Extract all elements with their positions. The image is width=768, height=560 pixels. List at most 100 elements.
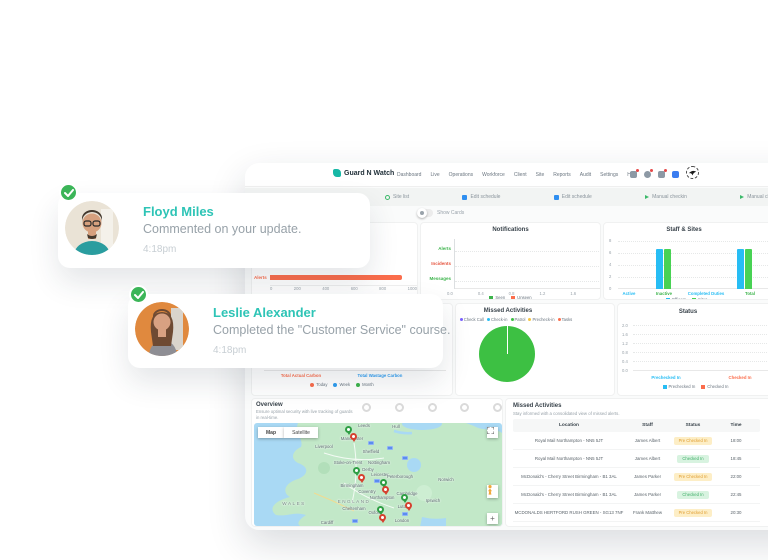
- table-row[interactable]: McDonald's - Cherry Street Birmingham - …: [513, 486, 760, 504]
- table-row[interactable]: MCDONALDS HERTFORD RUSH GREEN - SG13 7NF…: [513, 504, 760, 522]
- nav-item-dashboard[interactable]: Dashboard: [397, 172, 422, 178]
- notification-card-leslie[interactable]: Leslie Alexander Completed the "Customer…: [128, 294, 450, 368]
- bar-officers-inactive[interactable]: [656, 249, 663, 289]
- bell-icon[interactable]: [644, 168, 653, 178]
- table-title: Missed Activities: [513, 403, 562, 409]
- x-axis-ticks: 0.0 0.4 0.8 1.2 1.6 2.0: [447, 291, 600, 296]
- legend-prechecked-in[interactable]: Prechecked In: [662, 384, 695, 389]
- legend-patrol[interactable]: Patrol: [510, 317, 525, 322]
- map-city-label: Derby: [362, 467, 374, 472]
- notification-card-floyd[interactable]: Floyd Miles Commented on your update. 4:…: [58, 193, 370, 268]
- legend-seen[interactable]: Seen: [489, 295, 505, 299]
- legend-check-in[interactable]: Check-in: [486, 317, 508, 322]
- map-type-satellite-button[interactable]: Satellite: [284, 427, 318, 438]
- card-user-name: Floyd Miles: [143, 204, 214, 219]
- table-row[interactable]: McDonald's - Cherry Street Birmingham - …: [513, 468, 760, 486]
- carousel-dot[interactable]: [427, 403, 437, 412]
- fullscreen-icon: [487, 427, 494, 434]
- legend-checked-in[interactable]: Checked In: [701, 384, 728, 389]
- manual-checkin-button[interactable]: Manual checkin: [645, 194, 687, 200]
- nav-item-operations[interactable]: Operations: [448, 172, 474, 178]
- x-tick: 1.2: [539, 291, 546, 296]
- fullscreen-button[interactable]: [487, 427, 498, 438]
- chart-legend: Seen Unseen: [421, 295, 600, 299]
- site-list-button[interactable]: Site list: [385, 194, 409, 200]
- map-pin-green[interactable]: [353, 467, 360, 476]
- chart-legend: Prechecked In Checked In: [618, 384, 768, 389]
- map-pin-red[interactable]: [405, 502, 412, 511]
- logo-bird-icon: [688, 170, 697, 176]
- zoom-in-button[interactable]: +: [487, 513, 498, 524]
- table-row[interactable]: MCDONALDS HERTFORD RUSH GREEN - SG13 7NF…: [513, 522, 760, 526]
- legend-unseen[interactable]: Unseen: [511, 295, 532, 299]
- map-type-map-button[interactable]: Map: [258, 427, 284, 438]
- info-icon[interactable]: [672, 170, 679, 178]
- map-city-label: Leeds: [358, 423, 370, 428]
- legend-sites[interactable]: Sites: [692, 297, 707, 299]
- brand[interactable]: Guard N Watch: [333, 169, 394, 177]
- table-header: Location Staff Status Time: [513, 419, 760, 432]
- users-icon[interactable]: [658, 168, 667, 178]
- bar-sites-total[interactable]: [745, 249, 752, 289]
- pegman-control[interactable]: [487, 485, 498, 498]
- legend-tasks[interactable]: Tasks: [557, 317, 572, 322]
- cell-location: MCDONALDS HERTFORD RUSH GREEN - SG13 7NF: [514, 510, 624, 515]
- bar-sites-inactive[interactable]: [664, 249, 671, 289]
- map-pin-red[interactable]: [358, 474, 365, 483]
- action-label: Edit schedule: [470, 194, 501, 200]
- map-pin-red[interactable]: [350, 433, 357, 442]
- nav-item-settings[interactable]: Settings: [600, 172, 619, 178]
- table-row[interactable]: Royal Mail Northampton - NN5 5JT James A…: [513, 450, 760, 468]
- legend-check-call[interactable]: Check Call: [459, 317, 484, 322]
- card-message: Commented on your update.: [143, 222, 302, 236]
- legend-month[interactable]: Month: [356, 382, 374, 387]
- nav-item-audit[interactable]: Audit: [579, 172, 592, 178]
- legend-officers[interactable]: Officers: [665, 297, 686, 299]
- legend-precheck-in[interactable]: Precheck-in: [528, 317, 555, 322]
- carousel-dot[interactable]: [394, 403, 404, 412]
- card-time: 4:18pm: [213, 345, 247, 356]
- map-land: [272, 423, 502, 526]
- brand-logo-icon: [333, 169, 341, 177]
- edit-schedule-button[interactable]: Edit schedule: [462, 194, 500, 200]
- table-subtitle: Stay informed with a consolidated view o…: [513, 411, 620, 416]
- map-pin-red[interactable]: [379, 514, 386, 523]
- edit-schedule-button-2[interactable]: Edit schedule: [553, 194, 592, 200]
- y-tick: 6: [609, 250, 612, 255]
- table-row[interactable]: Royal Mail Northampton - NN5 5JT James A…: [513, 432, 760, 450]
- map-pin-green[interactable]: [380, 479, 387, 488]
- carousel-dot[interactable]: [362, 403, 371, 412]
- nav-item-site[interactable]: Site: [535, 172, 545, 178]
- pie-chart-patrol-slice[interactable]: [479, 326, 535, 382]
- legend-week[interactable]: Week: [333, 382, 350, 387]
- avatar: [135, 302, 189, 356]
- y-tick: 0.8: [622, 350, 628, 355]
- map-city-label: Coventry: [358, 489, 376, 494]
- x-tick: 1.6: [570, 291, 577, 296]
- carousel-dot[interactable]: [460, 403, 470, 412]
- map-pin-green[interactable]: [345, 426, 352, 435]
- profile-avatar[interactable]: [686, 166, 699, 179]
- x-category: Inactive: [655, 291, 673, 296]
- cell-staff: James Albert: [634, 438, 661, 443]
- show-cards-toggle[interactable]: [417, 208, 433, 218]
- nav-item-reports[interactable]: Reports: [553, 172, 571, 178]
- notifications-panel: Notifications Alerts Incidents Messages …: [420, 222, 601, 300]
- card-time: 4:18pm: [143, 244, 177, 255]
- map-pin-red[interactable]: [382, 486, 389, 495]
- chat-icon[interactable]: [630, 168, 639, 178]
- nav-item-client[interactable]: Client: [513, 172, 527, 178]
- nav-item-live[interactable]: Live: [430, 172, 440, 178]
- manual-checkout-button[interactable]: Manual checkout: [740, 194, 768, 200]
- carousel-dot[interactable]: [493, 403, 502, 412]
- guards-map[interactable]: Leeds Hull Manchester Liverpool Sheffiel…: [254, 423, 502, 526]
- bar-officers-total[interactable]: [737, 249, 744, 289]
- map-pin-green[interactable]: [377, 506, 384, 515]
- road-shield-icon: [352, 519, 358, 523]
- x-tick: 800: [379, 286, 387, 291]
- map-pin-green[interactable]: [401, 494, 408, 503]
- nav-item-workforce[interactable]: Workforce: [482, 172, 505, 178]
- legend-today[interactable]: Today: [310, 382, 327, 387]
- map-city-label: Sheffield: [362, 449, 380, 454]
- cell-time: 20:30: [730, 510, 742, 515]
